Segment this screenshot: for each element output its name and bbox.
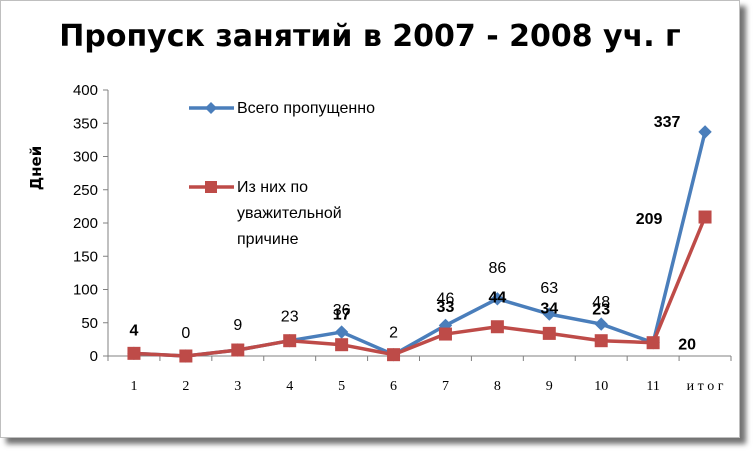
legend-label: Всего пропущенно [237,100,375,117]
x-tick-label: 8 [494,379,501,394]
data-label: 17 [333,307,351,324]
x-tick-label: 7 [442,379,449,394]
data-point-square [594,334,608,348]
chart-title: Пропуск занятий в 2007 - 2008 уч. г [59,19,681,54]
x-tick-label: 11 [646,379,659,394]
y-tick-label: 300 [73,149,98,166]
x-tick-label: 9 [546,379,553,394]
chart-frame: Пропуск занятий в 2007 - 2008 уч. г 0 50 1… [0,0,740,438]
data-label: 337 [654,114,681,131]
x-tick-label: 10 [594,379,608,394]
x-tick-label: 4 [286,379,293,394]
legend-marker-square [205,181,217,193]
y-tick-label: 50 [81,315,98,332]
data-point-diamond [542,307,556,321]
y-tick-label: 350 [73,115,98,132]
data-point-square [231,343,245,357]
data-label: 46 [437,290,455,307]
y-tick-label: 100 [73,282,98,299]
data-label: 48 [592,294,610,311]
data-point-diamond [334,325,349,339]
x-tick-label: 1 [130,379,137,394]
x-tick-label: 6 [390,379,397,394]
data-label: 86 [488,260,506,277]
data-label: 4 [130,322,139,339]
data-label: 34 [540,300,558,317]
data-point-diamond [594,317,608,331]
y-tick-label: 0 [90,348,98,365]
data-label: 33 [437,299,455,316]
data-label: 44 [488,290,506,307]
data-point-square [542,326,556,340]
data-point-diamond [698,125,712,139]
data-label: 9 [233,317,242,334]
data-label: 0 [181,325,190,342]
x-tick-label: и т о г [687,379,724,394]
data-label: 20 [678,337,696,354]
data-point-square [438,327,452,341]
y-axis-label: Дней [27,146,45,190]
data-point-square [698,210,712,224]
data-point-square [490,320,504,334]
y-tick-label: 200 [73,215,98,232]
x-tick-label: 2 [182,379,189,394]
data-point-square [283,334,297,348]
data-label: 2 [389,325,398,342]
data-label: 36 [333,302,351,319]
data-label: 209 [636,211,663,228]
data-point-square [335,338,349,352]
data-label: 23 [592,302,610,319]
data-point-square [127,346,141,360]
data-label: 23 [281,309,299,326]
y-tick-label: 400 [73,82,98,99]
data-point-square [179,349,193,363]
data-point-diamond [490,292,505,306]
y-tick-label: 250 [73,182,98,199]
x-tick-label: 3 [234,379,241,394]
data-point-square [646,336,660,350]
legend-marker-diamond [205,102,217,114]
x-tick-label: 5 [338,379,345,394]
y-tick-label: 150 [73,248,98,265]
data-label: 63 [540,280,558,297]
legend-label: Из них по уважительной причине [237,179,342,248]
series-line [133,216,707,358]
data-point-square [387,348,401,362]
series-line [133,131,707,358]
